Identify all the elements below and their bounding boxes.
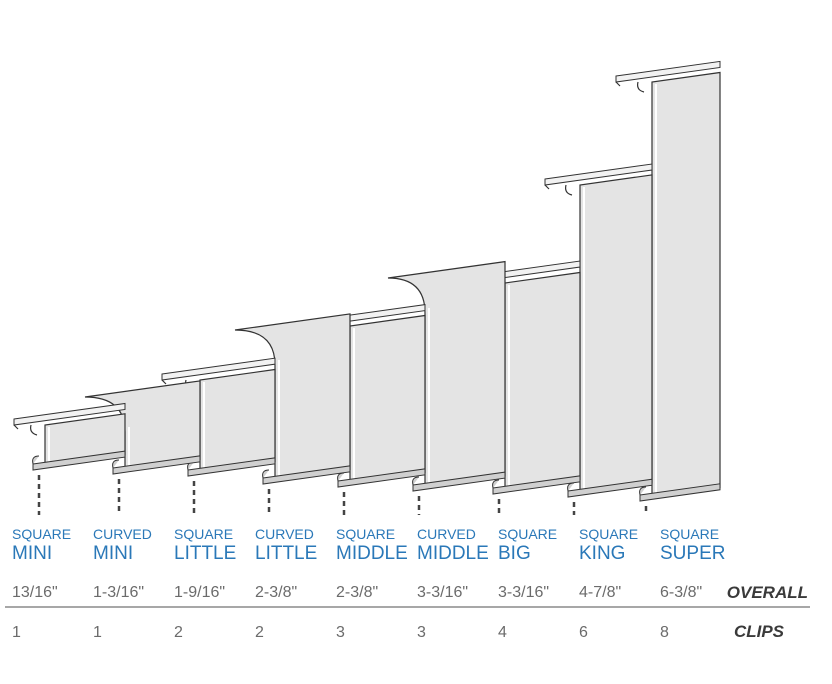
profile-hook (13, 424, 38, 436)
product-style: SQUARE (336, 526, 395, 542)
product-style: SQUARE (579, 526, 638, 542)
clip-count: 3 (336, 624, 345, 641)
product-name: KING (579, 543, 625, 564)
product-name: LITTLE (174, 543, 236, 564)
clip-count: 2 (255, 624, 264, 641)
overall-size: 3-3/16" (417, 584, 468, 601)
profile-foot (112, 455, 201, 475)
product-style: SQUARE (498, 526, 557, 542)
profile (387, 260, 506, 515)
profile-face (651, 71, 721, 498)
product-style: CURVED (93, 526, 152, 542)
product-name: MIDDLE (336, 543, 408, 564)
product-style: SQUARE (12, 526, 71, 542)
overall-size: 3-3/16" (498, 584, 549, 601)
profile-ledge (161, 357, 276, 381)
product-style: CURVED (417, 526, 476, 542)
product-name: SUPER (660, 543, 725, 564)
clip-count: 6 (579, 624, 588, 641)
profile-ledge (615, 60, 721, 83)
product-style: SQUARE (174, 526, 233, 542)
overall-size: 1-3/16" (93, 584, 144, 601)
profile-hook (544, 184, 573, 196)
profile-foot (492, 475, 581, 495)
clip-count: 2 (174, 624, 183, 641)
product-style: SQUARE (660, 526, 719, 542)
clip-count: 1 (93, 624, 102, 641)
clip-count: 8 (660, 624, 669, 641)
product-name: MINI (93, 543, 133, 564)
product-name: BIG (498, 543, 531, 564)
clip-count: 3 (417, 624, 426, 641)
profile-ledge (544, 163, 653, 186)
profile-face (504, 271, 581, 491)
clip-count: 1 (12, 624, 21, 641)
profile-hook (615, 81, 645, 93)
profiles (13, 60, 721, 515)
profile-face (349, 314, 426, 484)
overall-size: 2-3/8" (255, 584, 297, 601)
profile (13, 402, 126, 515)
profile-foot (639, 483, 721, 502)
overall-label: OVERALL (727, 583, 808, 602)
profile (615, 60, 721, 515)
profile (314, 304, 426, 515)
product-name: MINI (12, 543, 52, 564)
profile (84, 380, 201, 515)
labels: SQUAREMINI13/16"1CURVEDMINI1-3/16"1SQUAR… (12, 526, 725, 641)
profile-foot (262, 465, 351, 485)
overall-size: 13/16" (12, 584, 58, 601)
profile-ledge (13, 402, 126, 426)
overall-size: 4-7/8" (579, 584, 621, 601)
profile-face (579, 174, 653, 494)
product-name: LITTLE (255, 543, 317, 564)
profile (465, 260, 581, 515)
profile-foot (32, 450, 126, 471)
profile-foot (412, 471, 506, 492)
overall-size: 2-3/8" (336, 584, 378, 601)
profile (544, 163, 653, 515)
product-name: MIDDLE (417, 543, 489, 564)
profile-face (199, 368, 276, 473)
clip-count: 4 (498, 624, 507, 641)
product-style: CURVED (255, 526, 314, 542)
profile (161, 357, 276, 515)
overall-size: 1-9/16" (174, 584, 225, 601)
overall-size: 6-3/8" (660, 584, 702, 601)
clips-label: CLIPS (734, 622, 785, 641)
